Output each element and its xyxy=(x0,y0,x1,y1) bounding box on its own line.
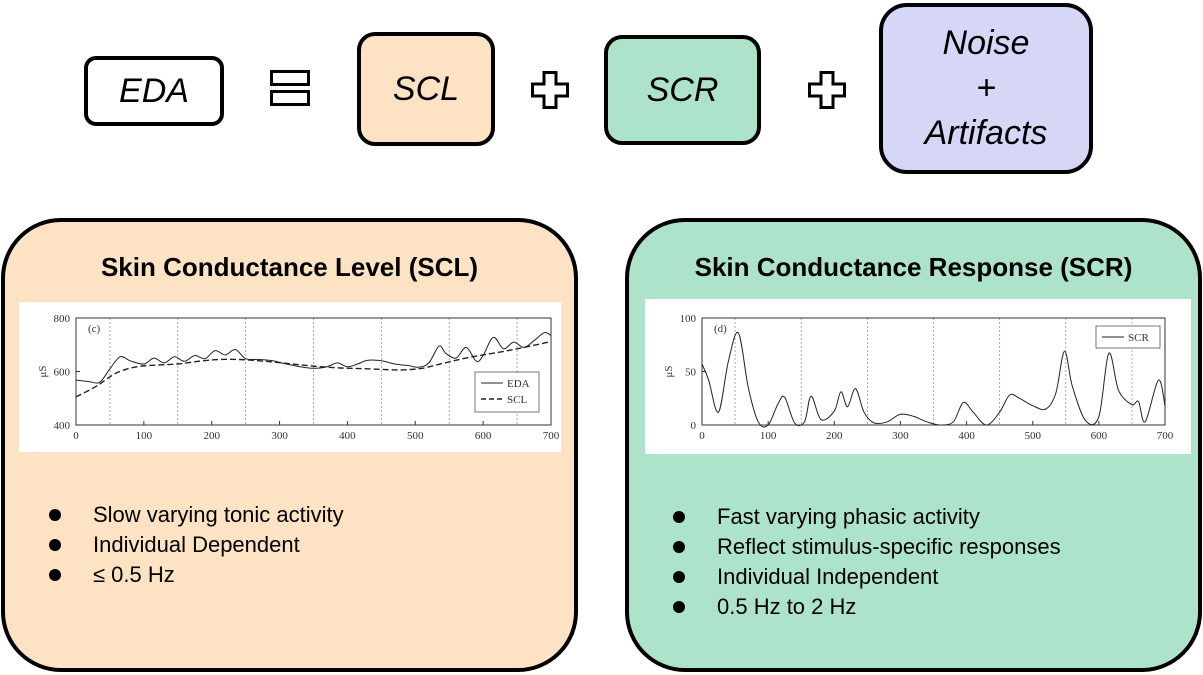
list-item: Individual Dependent xyxy=(45,530,344,560)
eda-box: EDA xyxy=(84,56,224,126)
scl-chart-svg: 0 100 200 300 400 500 600 700 400 600 800 μS (c) EDA S… xyxy=(37,313,560,442)
series-line-scr xyxy=(701,331,1166,428)
scl-bullet-list: Slow varying tonic activity Individual D… xyxy=(45,500,344,590)
list-item: 0.5 Hz to 2 Hz xyxy=(669,592,1061,622)
scr-bullet-list: Fast varying phasic activity Reflect sti… xyxy=(669,502,1061,622)
y-axis-label: μS xyxy=(37,365,49,377)
x-tick-label: 600 xyxy=(475,430,492,442)
x-tick-label: 500 xyxy=(407,430,424,442)
scl-panel: Skin Conductance Level (SCL) 0 100 200 300 4… xyxy=(1,218,578,672)
legend-box xyxy=(1095,325,1161,349)
legend-label: EDA xyxy=(507,378,530,390)
legend-box xyxy=(474,371,540,413)
scr-chart: 0 100 200 300 400 500 600 700 0 50 100 μS (d) SCR xyxy=(645,299,1191,454)
panel-label: (d) xyxy=(714,323,727,335)
eda-label: EDA xyxy=(119,71,189,110)
x-tick-label: 400 xyxy=(958,430,975,442)
x-tick-label: 300 xyxy=(892,430,909,442)
x-tick-label: 200 xyxy=(826,430,843,442)
series-line-eda xyxy=(75,332,552,384)
scl-chart: 0 100 200 300 400 500 600 700 400 600 800 μS (c) EDA S… xyxy=(19,302,561,452)
scr-panel-title: Skin Conductance Response (SCR) xyxy=(694,252,1133,282)
list-item: Slow varying tonic activity xyxy=(45,500,344,530)
legend-label: SCR xyxy=(1128,332,1149,344)
list-item: Fast varying phasic activity xyxy=(669,502,1061,532)
plus-icon xyxy=(531,71,569,109)
list-item: ≤ 0.5 Hz xyxy=(45,560,344,590)
x-tick-label: 700 xyxy=(543,430,560,442)
scr-label: SCR xyxy=(646,70,719,109)
artifacts-line: Artifacts xyxy=(924,114,1048,152)
panel-label: (c) xyxy=(88,323,101,335)
legend-label: SCL xyxy=(507,394,527,406)
noise-line: Noise xyxy=(942,24,1030,62)
scl-panel-title: Skin Conductance Level (SCL) xyxy=(100,252,479,282)
noise-artifacts-box: Noise + Artifacts xyxy=(879,3,1093,174)
x-tick-label: 100 xyxy=(760,430,777,442)
x-tick-label: 100 xyxy=(136,430,153,442)
list-item: Reflect stimulus-specific responses xyxy=(669,532,1061,562)
y-axis-label: μS xyxy=(663,365,675,377)
plus-icon xyxy=(808,71,846,109)
noise-plus-line: + xyxy=(976,69,996,107)
x-tick-label: 400 xyxy=(339,430,356,442)
scr-panel: Skin Conductance Response (SCR) 0 100 200 3… xyxy=(625,218,1202,672)
scr-chart-svg: 0 100 200 300 400 500 600 700 0 50 100 μS (d) SCR xyxy=(663,313,1174,442)
y-tick-label: 50 xyxy=(685,367,697,379)
x-tick-label: 300 xyxy=(271,430,288,442)
scl-label: SCL xyxy=(392,69,460,108)
x-tick-label: 0 xyxy=(73,430,79,442)
scl-box: SCL xyxy=(357,32,495,146)
y-tick-label: 0 xyxy=(691,420,697,432)
y-tick-label: 100 xyxy=(680,313,697,325)
series-line-scl xyxy=(75,340,552,398)
y-tick-label: 400 xyxy=(54,420,71,432)
list-item: Individual Independent xyxy=(669,562,1061,592)
x-tick-label: 700 xyxy=(1157,430,1174,442)
x-tick-label: 0 xyxy=(699,430,705,442)
y-tick-label: 600 xyxy=(54,367,71,379)
equals-icon xyxy=(270,70,310,106)
scr-box: SCR xyxy=(604,35,761,145)
y-tick-label: 800 xyxy=(54,313,71,325)
x-tick-label: 600 xyxy=(1091,430,1108,442)
x-tick-label: 200 xyxy=(203,430,220,442)
x-tick-label: 500 xyxy=(1024,430,1041,442)
